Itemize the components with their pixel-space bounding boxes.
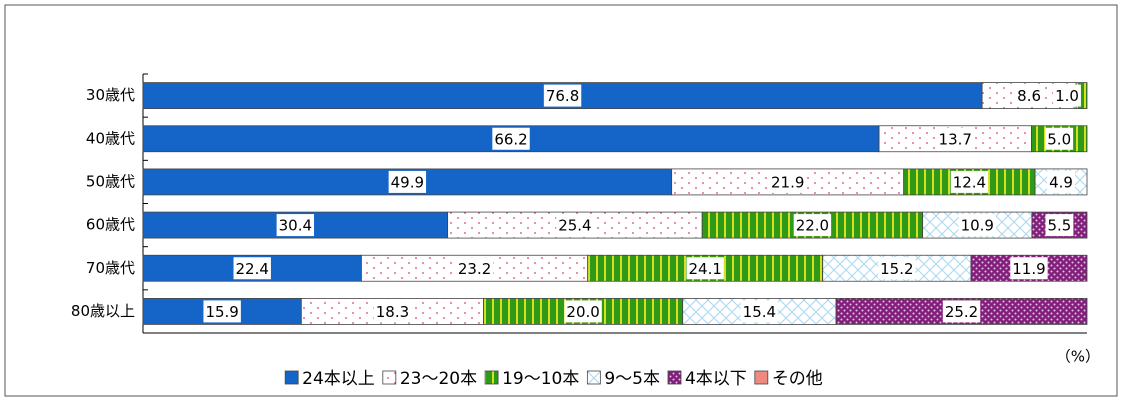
value-label: 66.2 [494,130,527,148]
y-tick-label: 30歳代 [86,86,135,104]
legend-swatch [586,370,601,385]
value-label-bg [740,300,779,323]
value-label: 8.6 [1017,87,1041,105]
value-label: 30.4 [279,217,312,235]
legend-label: 9～5本 [604,369,660,389]
value-label: 1.0 [1055,87,1079,105]
value-label-bg [492,127,530,150]
legend-label: 4本以下 [685,369,747,389]
value-label-bg [942,300,981,323]
value-label: 22.0 [796,217,829,235]
value-label: 15.9 [205,303,238,321]
legend-swatch [754,370,769,385]
value-label: 20.0 [566,303,599,321]
y-tick-label: 80歳以上 [71,302,135,320]
value-label: 4.9 [1049,173,1073,191]
value-label-bg [1045,127,1074,150]
legend-label: 24本以上 [302,369,375,389]
value-label-bg [950,170,989,193]
value-label: 5.0 [1047,130,1071,148]
value-label-bg [1015,84,1044,107]
legend-swatch [484,370,499,385]
unit-label: （%） [1056,348,1100,366]
value-label-bg [1010,257,1048,280]
value-label: 5.5 [1048,217,1072,235]
legend-swatch [382,370,397,385]
legend-swatch [667,370,682,385]
value-label-bg [686,257,724,280]
value-label-bg [556,214,594,237]
value-label-bg [233,257,271,280]
value-label-bg [564,300,602,323]
value-label-bg [1045,214,1074,237]
value-label: 23.2 [458,260,491,278]
y-tick-label: 40歳代 [86,129,135,147]
value-label-bg [455,257,494,280]
value-label: 18.3 [376,303,409,321]
value-label: 11.9 [1012,260,1045,278]
value-label-bg [388,170,427,193]
value-label-bg [543,84,582,107]
value-label: 49.9 [391,173,424,191]
y-tick-label: 70歳代 [86,259,135,277]
value-label: 24.1 [689,260,722,278]
y-tick-label: 50歳代 [86,172,135,190]
value-label: 76.8 [546,87,579,105]
value-label: 21.9 [771,173,804,191]
legend-label: 19～10本 [502,369,579,389]
value-label: 25.4 [558,217,591,235]
value-label-bg [203,300,241,323]
value-label-bg [768,170,807,193]
value-label-bg [793,214,832,237]
value-label: 10.9 [961,217,994,235]
legend-label: その他 [772,369,823,389]
value-label-bg [373,300,412,323]
value-label: 15.2 [880,260,913,278]
value-label: 12.4 [953,173,986,191]
value-label: 13.7 [939,130,972,148]
value-label: 25.2 [945,303,978,321]
value-label-bg [1047,170,1075,193]
legend-swatch [284,370,299,385]
value-label: 22.4 [236,260,269,278]
value-label-bg [958,214,996,237]
legend-label: 23～20本 [400,369,477,389]
y-tick-label: 60歳代 [86,216,135,234]
value-label-bg [1053,84,1081,107]
value-label: 15.4 [743,303,776,321]
value-label-bg [878,257,916,280]
value-label-bg [936,127,974,150]
value-label-bg [276,214,315,237]
frame [4,4,1118,397]
